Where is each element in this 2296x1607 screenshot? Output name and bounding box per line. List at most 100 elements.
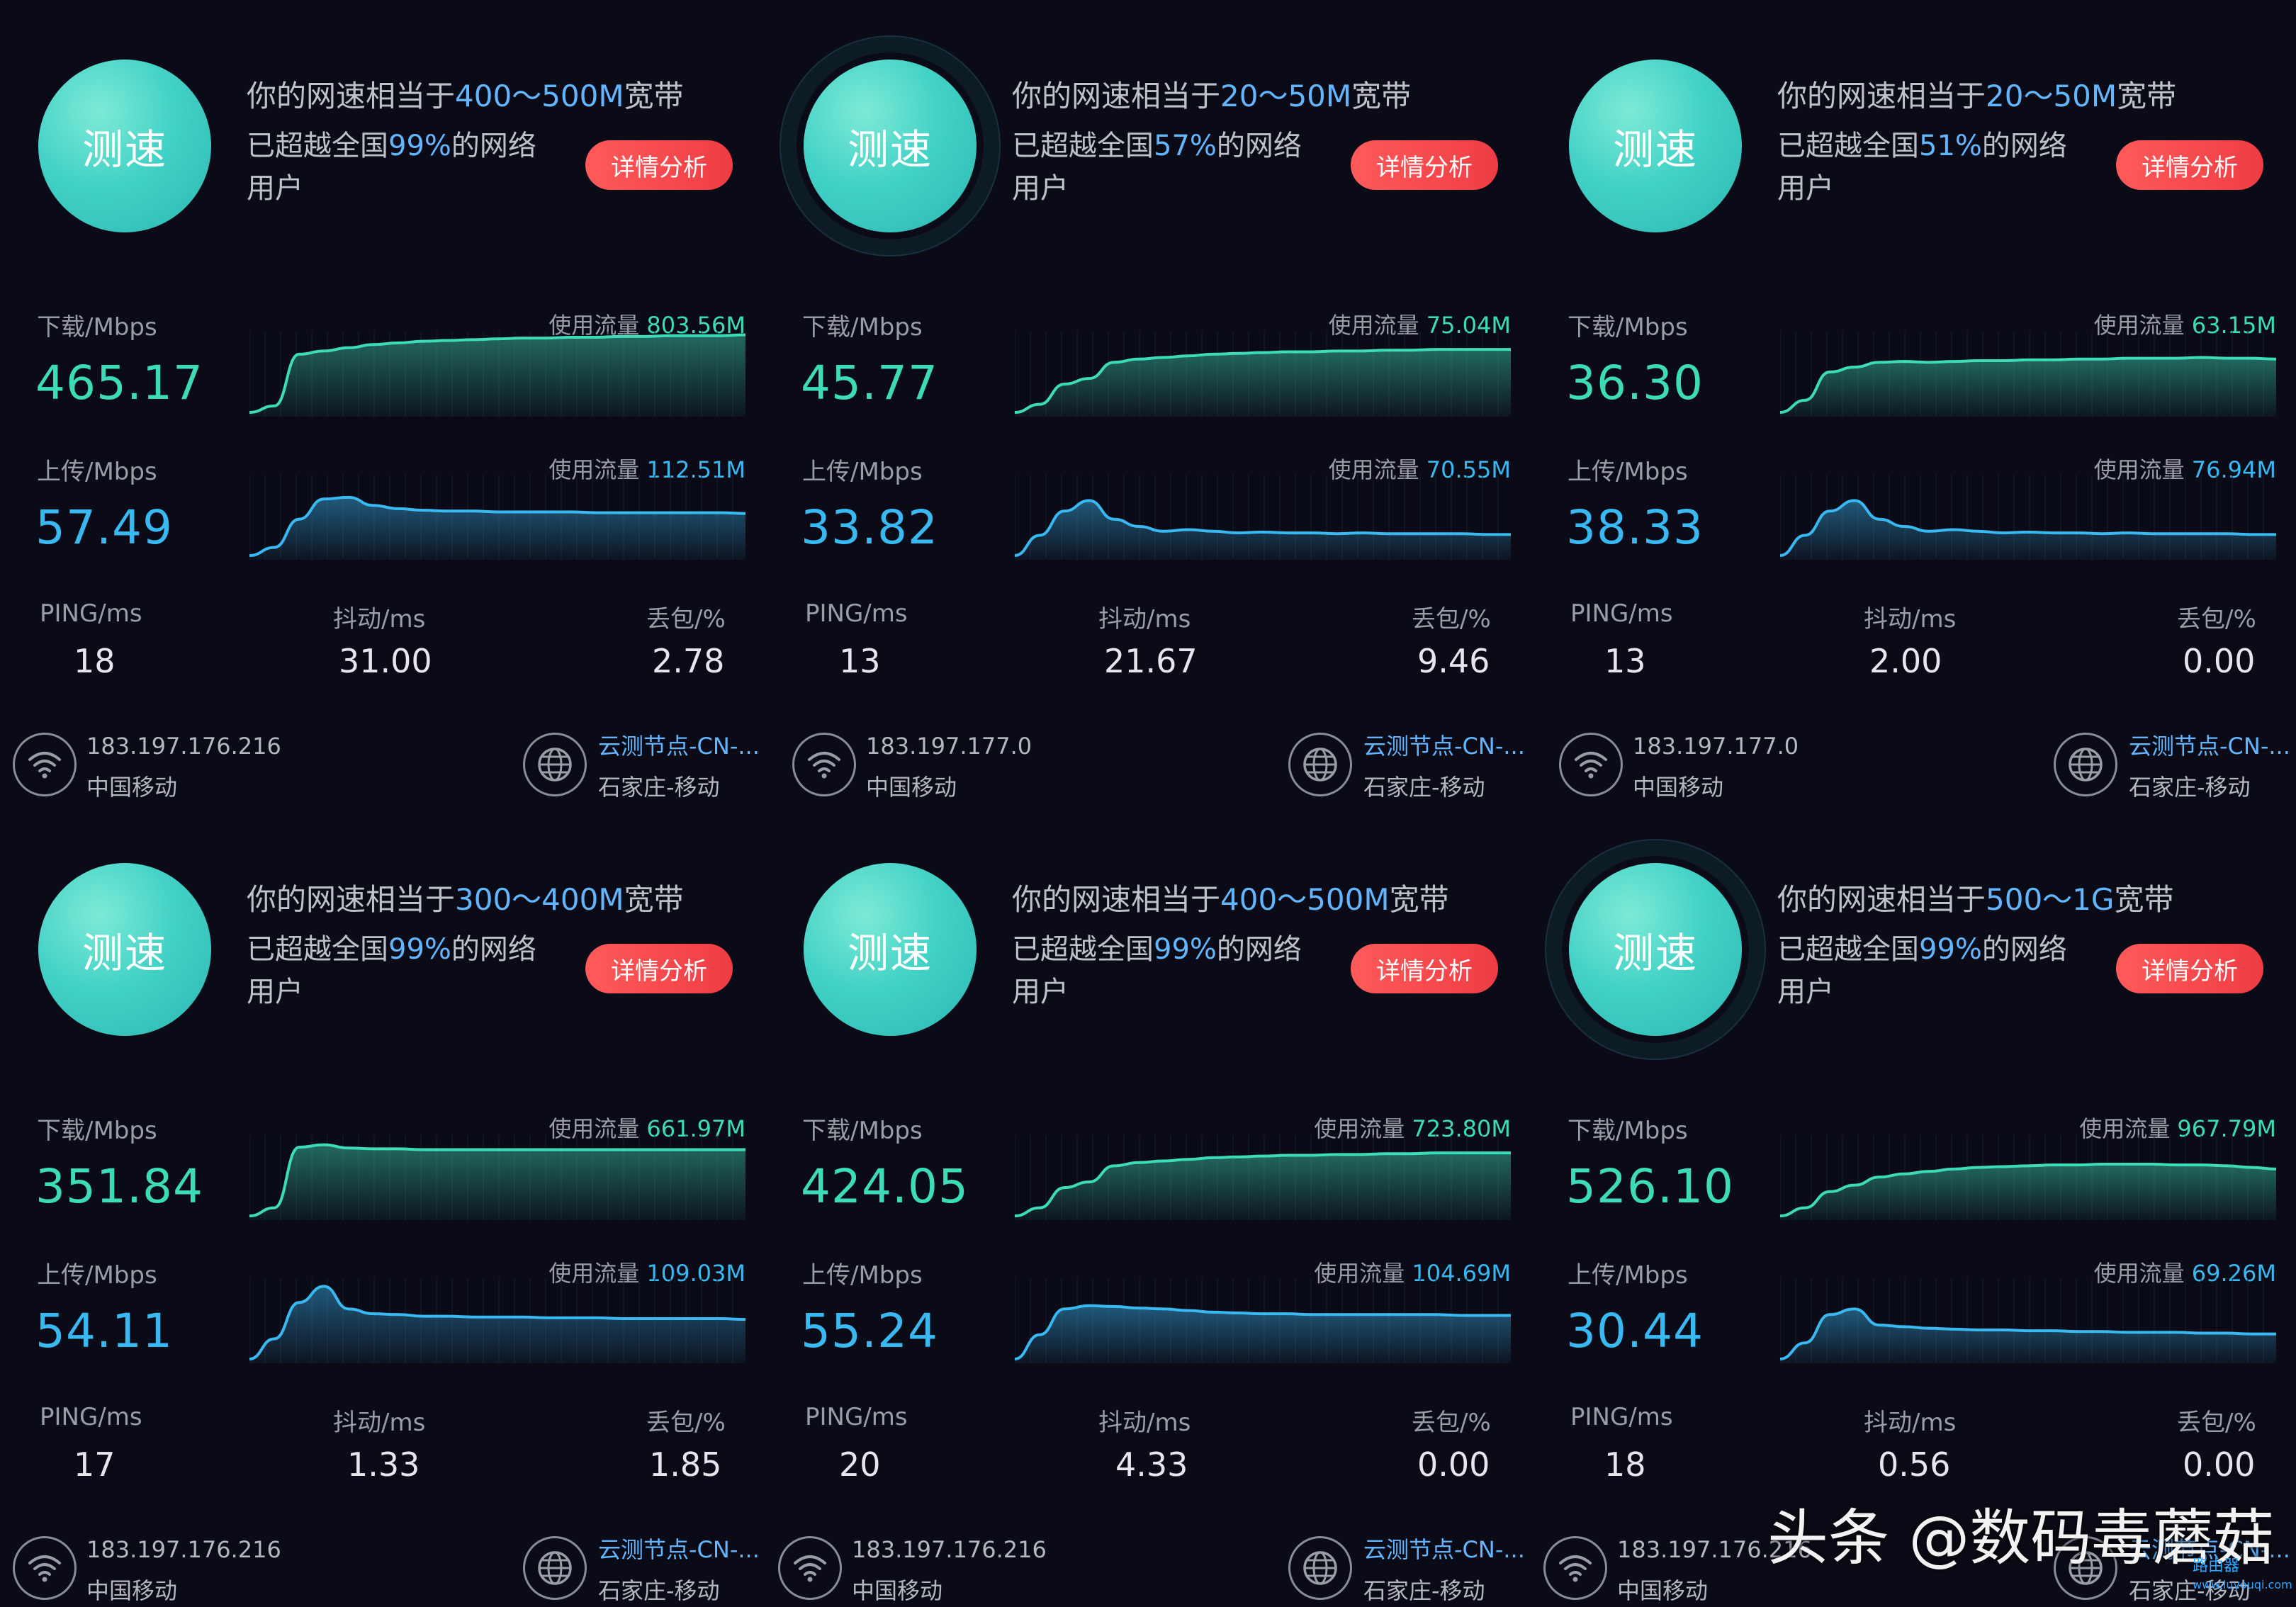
jitter-value: 2.00 xyxy=(1869,642,1942,680)
loss-value: 2.78 xyxy=(652,642,725,680)
node-info[interactable]: 云测节点-CN-... 石家庄-移动 xyxy=(2129,1529,2290,1607)
rank-suffix: 的网络用户 xyxy=(1777,130,2067,205)
rank-line: 已超越全国99%的网络用户 xyxy=(247,125,558,210)
node-name: 云测节点-CN-... xyxy=(598,733,760,760)
jitter-label: 抖动/ms xyxy=(1864,605,1957,633)
download-unit-label: 下载/Mbps xyxy=(802,313,923,342)
wifi-icon xyxy=(13,733,77,796)
wifi-icon xyxy=(1559,733,1623,796)
detail-analysis-button[interactable]: 详情分析 xyxy=(1351,140,1498,190)
chart-line xyxy=(249,1143,745,1217)
download-chart xyxy=(1780,332,2276,417)
carrier-info: 183.197.177.0 中国移动 xyxy=(1633,726,1799,804)
speed-test-button[interactable]: 测速 xyxy=(1569,60,1742,232)
carrier-info: 183.197.176.216 中国移动 xyxy=(1617,1529,1812,1607)
headline-suffix: 宽带 xyxy=(624,79,684,113)
download-usage: 使用流量 967.79M xyxy=(2079,1111,2276,1144)
jitter-value: 0.56 xyxy=(1878,1445,1951,1484)
detail-analysis-button[interactable]: 详情分析 xyxy=(585,944,733,993)
upload-chart xyxy=(1780,1278,2276,1363)
ping-label: PING/ms xyxy=(805,599,908,628)
headline-prefix: 你的网速相当于 xyxy=(247,882,456,917)
rank-suffix: 的网络用户 xyxy=(1777,933,2067,1008)
detail-analysis-button[interactable]: 详情分析 xyxy=(585,140,733,190)
carrier-name: 中国移动 xyxy=(86,1577,178,1604)
rank-prefix: 已超越全国 xyxy=(247,933,388,966)
usage-label: 使用流量 xyxy=(1314,1260,1405,1287)
detail-analysis-button[interactable]: 详情分析 xyxy=(1351,944,1498,993)
download-chart xyxy=(1780,1135,2276,1220)
wifi-icon xyxy=(778,1536,842,1600)
rank-value: 99% xyxy=(1154,933,1217,966)
ping-label: PING/ms xyxy=(1570,1403,1673,1431)
chart-line xyxy=(1780,1307,2276,1360)
speed-test-circle-wrap: 测速 xyxy=(797,856,984,1043)
speed-test-button[interactable]: 测速 xyxy=(38,60,211,232)
upload-usage: 使用流量 104.69M xyxy=(1314,1256,1511,1288)
globe-icon xyxy=(523,1536,587,1600)
node-name: 云测节点-CN-... xyxy=(1363,733,1525,760)
rank-prefix: 已超越全国 xyxy=(1012,933,1154,966)
headline-prefix: 你的网速相当于 xyxy=(1012,79,1221,113)
jitter-value: 4.33 xyxy=(1115,1445,1188,1484)
download-usage-value: 661.97M xyxy=(646,1115,745,1142)
carrier-info: 183.197.176.216 中国移动 xyxy=(852,1529,1047,1607)
download-unit-label: 下载/Mbps xyxy=(1568,1117,1688,1145)
loss-value: 0.00 xyxy=(1417,1445,1490,1484)
jitter-label: 抖动/ms xyxy=(333,1409,426,1437)
node-info[interactable]: 云测节点-CN-... 石家庄-移动 xyxy=(2129,726,2290,804)
loss-label: 丢包/% xyxy=(1412,605,1491,633)
globe-icon xyxy=(1288,1536,1352,1600)
chart-area xyxy=(1780,500,2276,560)
speed-test-button[interactable]: 测速 xyxy=(1569,863,1742,1036)
usage-label: 使用流量 xyxy=(2093,312,2185,339)
usage-label: 使用流量 xyxy=(2079,1115,2171,1142)
node-location: 石家庄-移动 xyxy=(2129,1577,2251,1604)
detail-analysis-button[interactable]: 详情分析 xyxy=(2116,944,2263,993)
ping-value: 18 xyxy=(74,642,116,680)
result-panel-4: 测速 你的网速相当于300～400M宽带 已超越全国99%的网络用户 详情分析 … xyxy=(0,804,765,1607)
node-info[interactable]: 云测节点-CN-... 石家庄-移动 xyxy=(598,1529,760,1607)
carrier-info: 183.197.176.216 中国移动 xyxy=(86,1529,281,1607)
carrier-name: 中国移动 xyxy=(1617,1577,1709,1604)
usage-label: 使用流量 xyxy=(1314,1115,1405,1142)
ping-label: PING/ms xyxy=(40,1403,142,1431)
detail-analysis-button[interactable]: 详情分析 xyxy=(2116,140,2263,190)
chart-area xyxy=(249,1144,745,1220)
headline-suffix: 宽带 xyxy=(1351,79,1412,113)
download-unit-label: 下载/Mbps xyxy=(802,1117,923,1145)
jitter-value: 31.00 xyxy=(339,642,432,680)
bandwidth-headline: 你的网速相当于20～50M宽带 xyxy=(1777,72,2176,115)
loss-value: 0.00 xyxy=(2183,642,2256,680)
loss-value: 0.00 xyxy=(2183,1445,2256,1484)
node-info[interactable]: 云测节点-CN-... 石家庄-移动 xyxy=(1363,726,1525,804)
ip-address: 183.197.177.0 xyxy=(1633,733,1799,760)
speed-test-button[interactable]: 测速 xyxy=(804,863,977,1036)
upload-usage: 使用流量 70.55M xyxy=(1329,452,1511,485)
download-usage-value: 723.80M xyxy=(1412,1115,1511,1142)
node-info[interactable]: 云测节点-CN-... 石家庄-移动 xyxy=(598,726,760,804)
download-usage: 使用流量 75.04M xyxy=(1329,308,1511,340)
bandwidth-value: 400～500M xyxy=(1220,882,1390,917)
download-chart xyxy=(1015,332,1511,417)
speed-test-button[interactable]: 测速 xyxy=(38,863,211,1036)
node-location: 石家庄-移动 xyxy=(598,774,720,801)
upload-usage: 使用流量 109.03M xyxy=(548,1256,745,1288)
loss-value: 1.85 xyxy=(649,1445,722,1484)
node-location: 石家庄-移动 xyxy=(2129,774,2251,801)
usage-label: 使用流量 xyxy=(548,456,640,483)
download-chart xyxy=(249,332,745,417)
download-usage-value: 63.15M xyxy=(2191,312,2276,339)
carrier-name: 中国移动 xyxy=(1633,774,1724,801)
speed-test-button[interactable]: 测速 xyxy=(804,60,977,232)
headline-prefix: 你的网速相当于 xyxy=(247,79,456,113)
chart-line xyxy=(1780,356,2276,414)
carrier-name: 中国移动 xyxy=(866,774,957,801)
chart-line xyxy=(1015,1151,1511,1217)
bandwidth-value: 20～50M xyxy=(1220,79,1352,113)
usage-label: 使用流量 xyxy=(2093,456,2185,483)
node-name: 云测节点-CN-... xyxy=(1363,1536,1525,1563)
node-info[interactable]: 云测节点-CN-... 石家庄-移动 xyxy=(1363,1529,1525,1607)
bandwidth-headline: 你的网速相当于300～400M宽带 xyxy=(247,876,684,919)
headline-suffix: 宽带 xyxy=(2117,79,2177,113)
